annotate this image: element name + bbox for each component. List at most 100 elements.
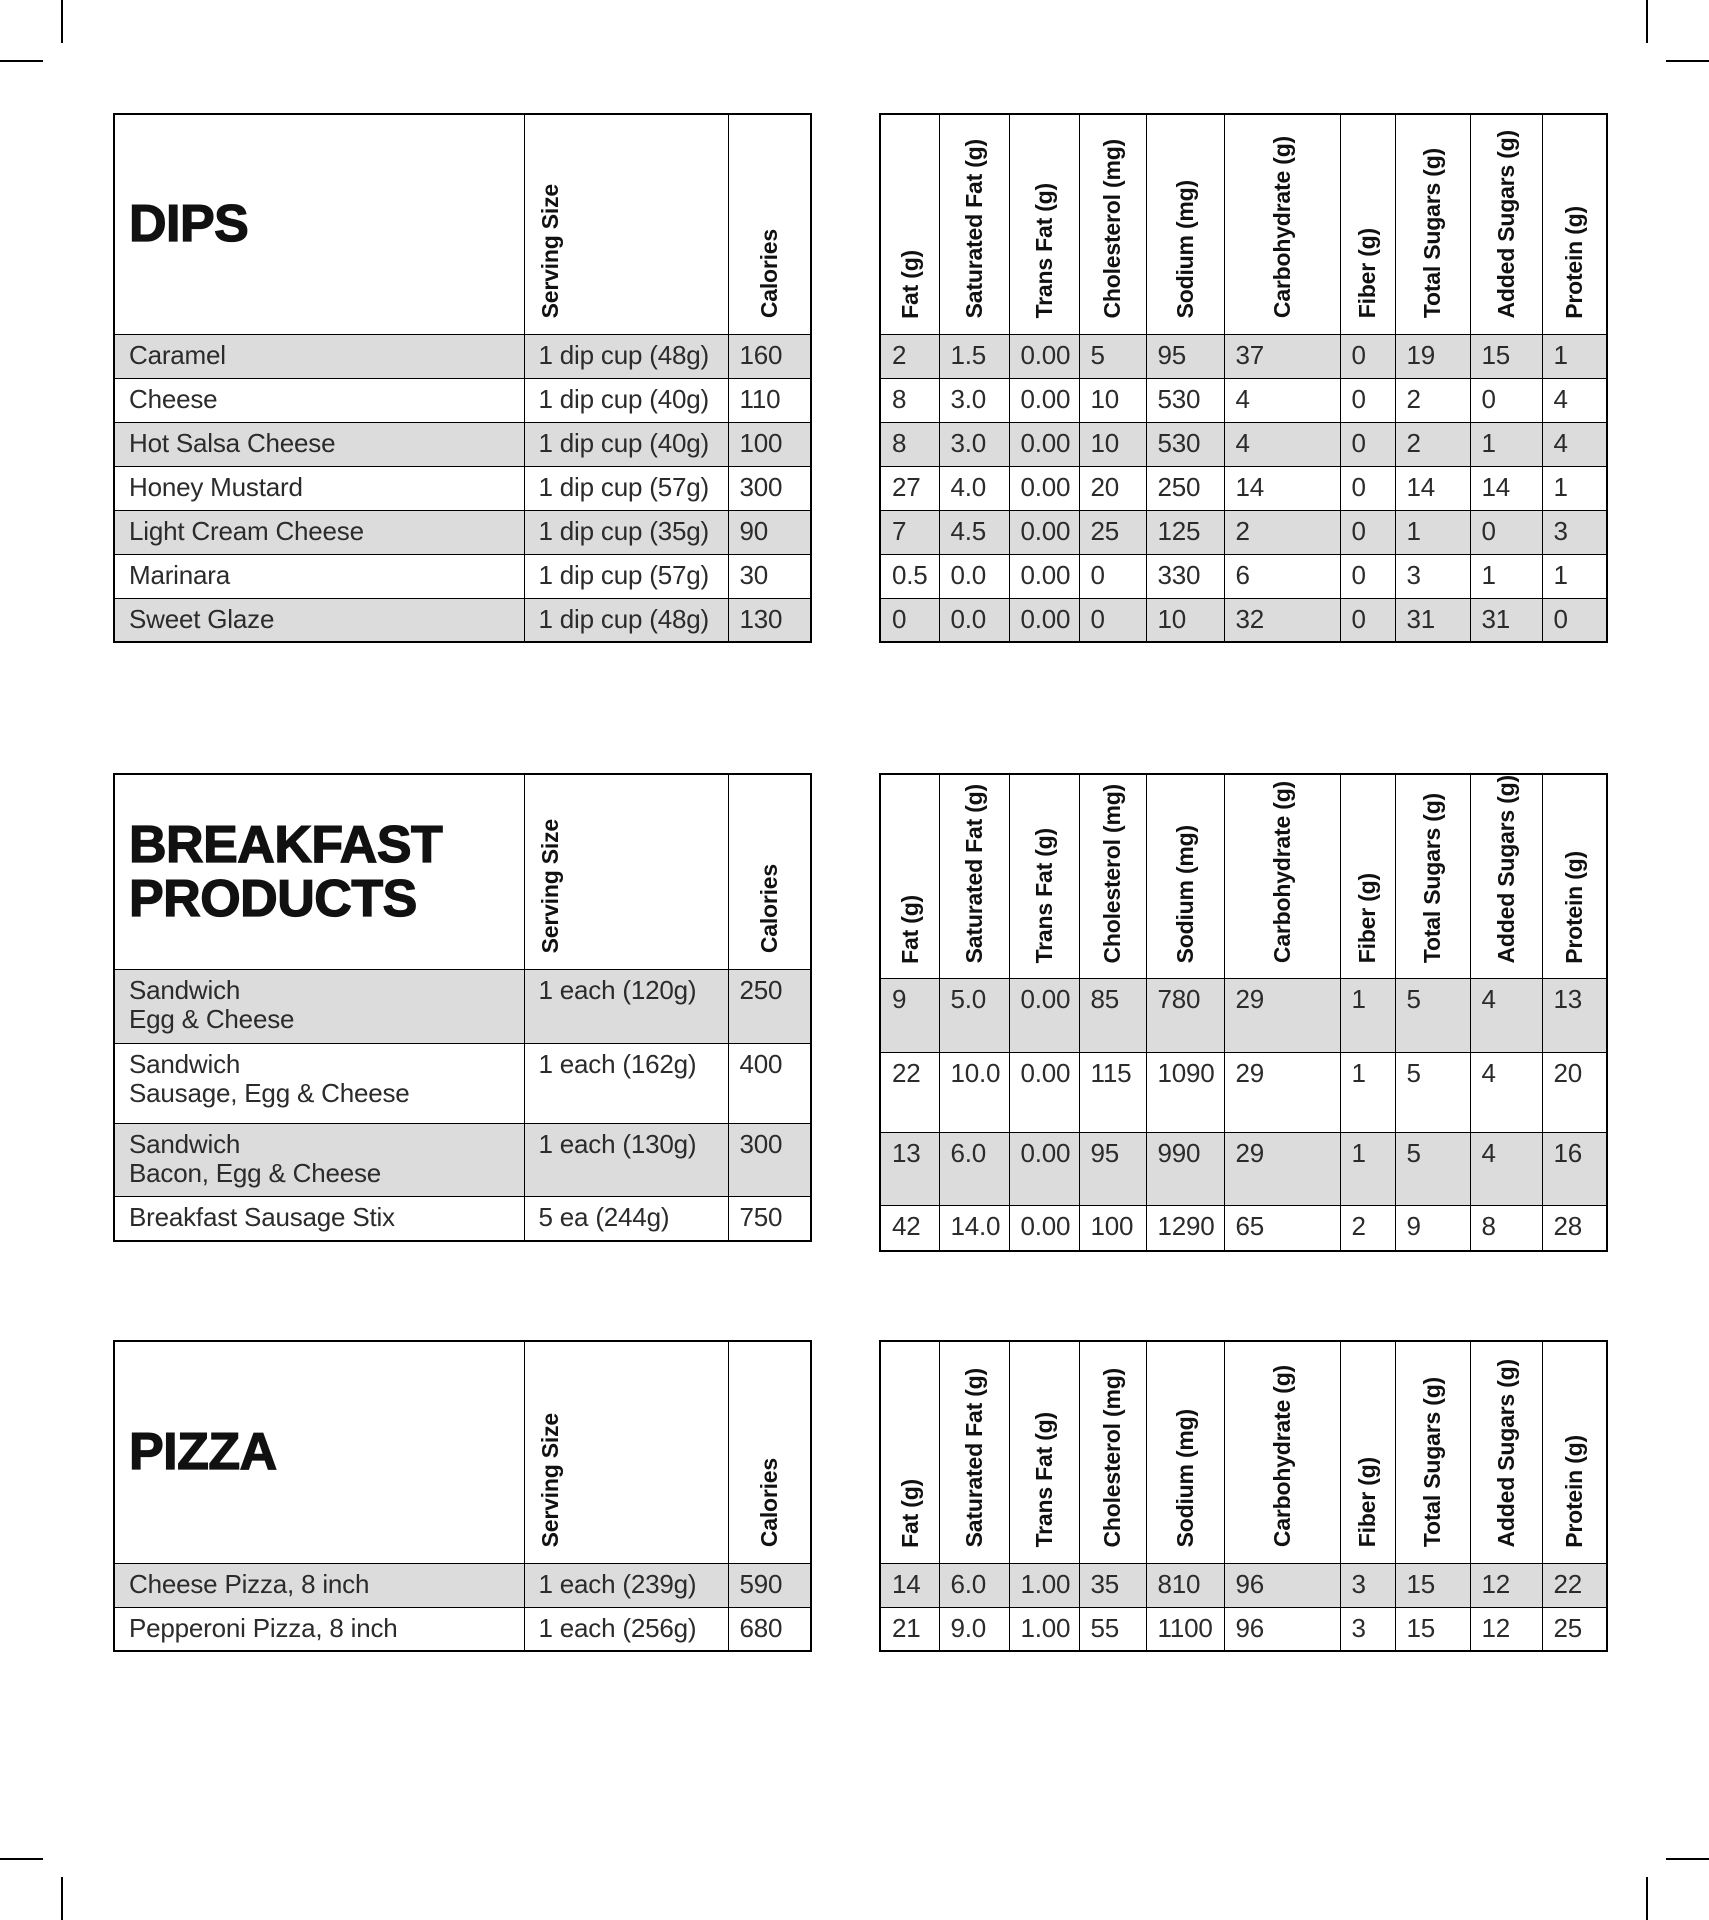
nutrition-value-cell: 1 bbox=[1339, 978, 1396, 1054]
section-title-cell: DIPS bbox=[113, 113, 525, 335]
table-row: 2 1.5 0.00 5 95 37 0 19 15 1 bbox=[879, 333, 1608, 379]
calories-cell: 160 bbox=[727, 333, 812, 379]
serving-size-cell: 1 each (120g) bbox=[523, 968, 729, 1044]
nutrition-value-cell: 100 bbox=[1078, 1205, 1147, 1252]
nutrition-table: Fat (g) Saturated Fat (g) Trans Fat (g) Cho… bbox=[879, 113, 1608, 643]
nutrition-value-cell: 1 bbox=[1541, 553, 1608, 599]
serving-size-cell: 1 dip cup (57g) bbox=[523, 465, 729, 511]
nutrition-header-cell: Total Sugars (g) bbox=[1394, 1340, 1471, 1564]
nutrition-value-cell: 8 bbox=[879, 421, 940, 467]
nutrition-value-cell: 13 bbox=[1541, 978, 1608, 1054]
nutrition-value-cell: 0.00 bbox=[1008, 978, 1080, 1054]
table-row: Honey Mustard 1 dip cup (57g) 300 bbox=[113, 465, 812, 511]
serving-size-header-cell: Serving Size bbox=[523, 773, 729, 970]
nutrition-header-label: Fat (g) bbox=[896, 249, 923, 319]
serving-size-cell: 1 dip cup (57g) bbox=[523, 553, 729, 599]
items-header-row: BREAKFAST PRODUCTS Serving Size Calories bbox=[113, 773, 812, 970]
nutrition-header-label: Fiber (g) bbox=[1354, 1457, 1381, 1548]
nutrition-value-cell: 2 bbox=[1223, 509, 1341, 555]
nutrition-header-cell: Fat (g) bbox=[879, 113, 940, 335]
nutrition-value-cell: 3 bbox=[1339, 1606, 1396, 1652]
item-name-cell: Hot Salsa Cheese bbox=[113, 421, 525, 467]
nutrition-value-cell: 330 bbox=[1145, 553, 1225, 599]
nutrition-value-cell: 29 bbox=[1223, 978, 1341, 1054]
nutrition-value-cell: 2 bbox=[1339, 1205, 1396, 1252]
nutrition-value-cell: 6.0 bbox=[938, 1132, 1010, 1207]
nutrition-header-cell: Fiber (g) bbox=[1339, 773, 1396, 980]
serving-size-cell: 1 dip cup (48g) bbox=[523, 333, 729, 379]
nutrition-header-cell: Added Sugars (g) bbox=[1469, 1340, 1543, 1564]
nutrition-value-cell: 8 bbox=[1469, 1205, 1543, 1252]
nutrition-value-cell: 1.5 bbox=[938, 333, 1010, 379]
nutrition-value-cell: 5 bbox=[1394, 978, 1471, 1054]
table-row: 14 6.0 1.00 35 810 96 3 15 12 22 bbox=[879, 1562, 1608, 1608]
item-name: Sandwich bbox=[129, 1128, 241, 1159]
nutrition-value-cell: 1 bbox=[1339, 1052, 1396, 1134]
serving-size-cell: 1 dip cup (40g) bbox=[523, 377, 729, 423]
nutrition-header-cell: Saturated Fat (g) bbox=[938, 773, 1010, 980]
nutrition-header-cell: Saturated Fat (g) bbox=[938, 113, 1010, 335]
calories-cell: 110 bbox=[727, 377, 812, 423]
item-name-cell: Marinara bbox=[113, 553, 525, 599]
nutrition-value-cell: 4 bbox=[1469, 978, 1543, 1054]
serving-size-cell: 1 each (256g) bbox=[523, 1606, 729, 1652]
nutrition-header-label: Trans Fat (g) bbox=[1030, 828, 1057, 964]
nutrition-value-cell: 5 bbox=[1078, 333, 1147, 379]
serving-size-cell: 1 dip cup (35g) bbox=[523, 509, 729, 555]
nutrition-header-label: Protein (g) bbox=[1561, 850, 1588, 964]
nutrition-value-cell: 96 bbox=[1223, 1606, 1341, 1652]
nutrition-value-cell: 25 bbox=[1078, 509, 1147, 555]
nutrition-value-cell: 42 bbox=[879, 1205, 940, 1252]
nutrition-header-label: Trans Fat (g) bbox=[1030, 1412, 1057, 1548]
nutrition-header-label: Sodium (mg) bbox=[1171, 180, 1198, 319]
table-row: 8 3.0 0.00 10 530 4 0 2 1 4 bbox=[879, 421, 1608, 467]
crop-mark-bottom-right-horizontal bbox=[1666, 1858, 1709, 1860]
nutrition-table: Fat (g) Saturated Fat (g) Trans Fat (g) Cho… bbox=[879, 773, 1608, 1252]
nutrition-value-cell: 9 bbox=[1394, 1205, 1471, 1252]
item-name: Caramel bbox=[129, 339, 226, 370]
table-row: Pepperoni Pizza, 8 inch 1 each (256g) 680 bbox=[113, 1606, 812, 1652]
nutrition-value-cell: 1 bbox=[1541, 333, 1608, 379]
table-row: 8 3.0 0.00 10 530 4 0 2 0 4 bbox=[879, 377, 1608, 423]
nutrition-header-cell: Fat (g) bbox=[879, 773, 940, 980]
nutrition-header-cell: Trans Fat (g) bbox=[1008, 773, 1080, 980]
serving-size-cell: 1 dip cup (40g) bbox=[523, 421, 729, 467]
nutrition-header-row: Fat (g) Saturated Fat (g) Trans Fat (g) Cho… bbox=[879, 773, 1608, 980]
items-table: DIPS Serving Size Calories Caramel 1 dip cup… bbox=[113, 113, 812, 643]
nutrition-header-label: Saturated Fat (g) bbox=[960, 139, 987, 319]
nutrition-header-cell: Cholesterol (mg) bbox=[1078, 1340, 1147, 1564]
nutrition-value-cell: 1090 bbox=[1145, 1052, 1225, 1134]
nutrition-value-cell: 65 bbox=[1223, 1205, 1341, 1252]
nutrition-value-cell: 0.00 bbox=[1008, 1205, 1080, 1252]
item-name-cell: Sweet Glaze bbox=[113, 597, 525, 643]
nutrition-header-label: Sodium (mg) bbox=[1171, 1409, 1198, 1548]
nutrition-value-cell: 0 bbox=[1339, 377, 1396, 423]
nutrition-header-label: Carbohydrate (g) bbox=[1268, 136, 1295, 319]
nutrition-header-row: Fat (g) Saturated Fat (g) Trans Fat (g) Cho… bbox=[879, 1340, 1608, 1564]
nutrition-header-cell: Protein (g) bbox=[1541, 1340, 1608, 1564]
nutrition-value-cell: 115 bbox=[1078, 1052, 1147, 1134]
nutrition-value-cell: 4.0 bbox=[938, 465, 1010, 511]
item-name-cell: Light Cream Cheese bbox=[113, 509, 525, 555]
calories-cell: 400 bbox=[727, 1042, 812, 1124]
nutrition-value-cell: 15 bbox=[1469, 333, 1543, 379]
calories-header-label: Calories bbox=[756, 1458, 783, 1548]
nutrition-header-label: Trans Fat (g) bbox=[1030, 183, 1057, 319]
item-name-cell: Honey Mustard bbox=[113, 465, 525, 511]
nutrition-value-cell: 2 bbox=[1394, 421, 1471, 467]
nutrition-value-cell: 10 bbox=[1078, 377, 1147, 423]
nutrition-value-cell: 22 bbox=[1541, 1562, 1608, 1608]
nutrition-value-cell: 3 bbox=[1394, 553, 1471, 599]
nutrition-value-cell: 14 bbox=[1223, 465, 1341, 511]
nutrition-header-cell: Saturated Fat (g) bbox=[938, 1340, 1010, 1564]
calories-header-cell: Calories bbox=[727, 1340, 812, 1564]
crop-mark-bottom-left-horizontal bbox=[0, 1858, 43, 1860]
table-row: 21 9.0 1.00 55 1100 96 3 15 12 25 bbox=[879, 1606, 1608, 1652]
item-name: Cheese Pizza, 8 inch bbox=[129, 1568, 370, 1599]
nutrition-header-label: Cholesterol (mg) bbox=[1099, 138, 1126, 319]
serving-size-header-label: Serving Size bbox=[536, 1413, 563, 1548]
nutrition-value-cell: 4 bbox=[1223, 421, 1341, 467]
nutrition-value-cell: 1100 bbox=[1145, 1606, 1225, 1652]
nutrition-header-cell: Trans Fat (g) bbox=[1008, 1340, 1080, 1564]
table-row: Sandwich Egg & Cheese 1 each (120g) 250 bbox=[113, 968, 812, 1044]
